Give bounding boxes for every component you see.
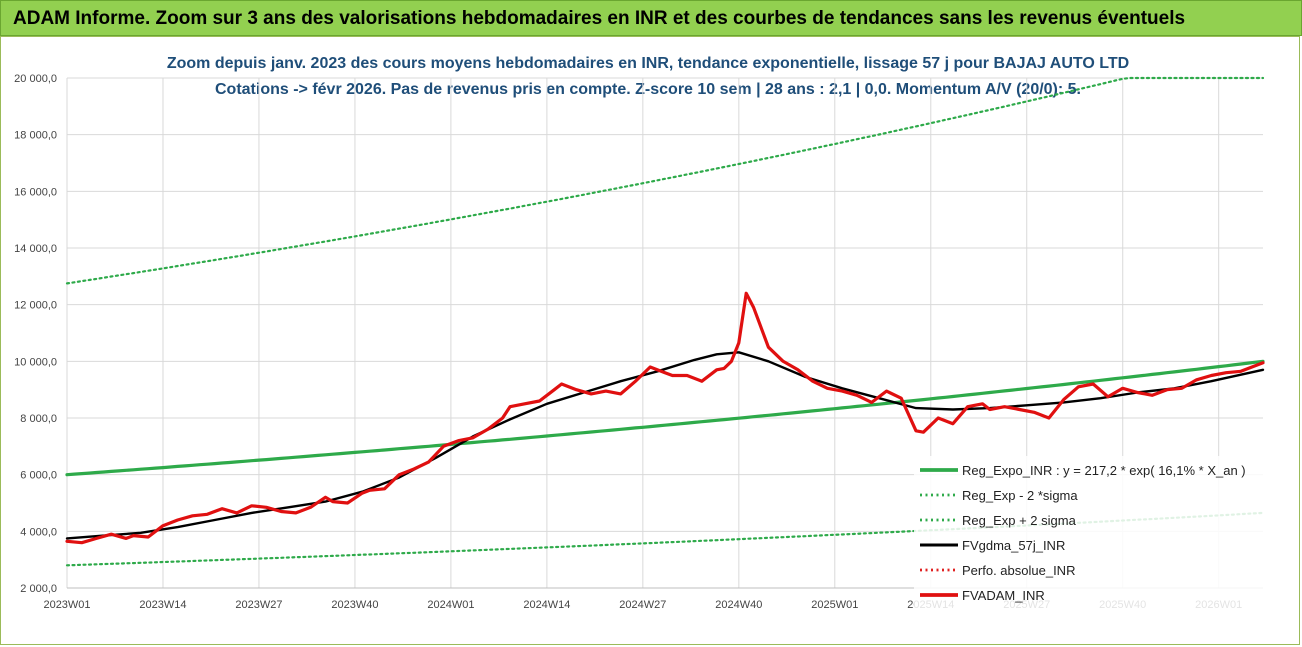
x-tick-label: 2023W27 (235, 599, 282, 611)
legend: Reg_Expo_INR : y = 217,2 * exp( 16,1% * … (914, 456, 1264, 610)
y-tick-label: 18 000,0 (14, 130, 57, 142)
x-tick-label: 2023W14 (139, 599, 186, 611)
series-line-5 (65, 291, 1265, 545)
x-tick-label: 2023W40 (331, 599, 378, 611)
y-tick-label: 20 000,0 (14, 73, 57, 85)
y-tick-label: 16 000,0 (14, 186, 57, 198)
y-tick-label: 14 000,0 (14, 243, 57, 255)
report-banner: ADAM Informe. Zoom sur 3 ans des valoris… (0, 0, 1302, 36)
y-tick-label: 12 000,0 (14, 300, 57, 312)
series-line-2 (65, 76, 1265, 285)
legend-label: Reg_Exp + 2 sigma (962, 513, 1077, 528)
x-tick-label: 2025W01 (811, 599, 858, 611)
banner-title: ADAM Informe. Zoom sur 3 ans des valoris… (13, 8, 1186, 29)
legend-label: Reg_Exp - 2 *sigma (962, 488, 1078, 503)
chart-subtitle: Cotations -> févr 2026. Pas de revenus p… (215, 81, 1081, 98)
y-tick-label: 4 000,0 (20, 526, 57, 538)
y-axis: 2 000,0 4 000,0 6 000,0 8 000,0 10 000,0 12 0… (14, 73, 57, 595)
x-tick-label: 2024W40 (715, 599, 762, 611)
legend-label: FVgdma_57j_INR (962, 538, 1065, 553)
chart-title: Zoom depuis janv. 2023 des cours moyens … (167, 55, 1129, 72)
series-line-0 (65, 359, 1265, 477)
series-line-3 (65, 351, 1265, 540)
legend-background (914, 456, 1264, 610)
x-tick-label: 2024W14 (523, 599, 570, 611)
x-tick-label: 2023W01 (43, 599, 90, 611)
x-tick-label: 2024W01 (427, 599, 474, 611)
x-tick-label: 2024W27 (619, 599, 666, 611)
y-tick-label: 6 000,0 (20, 470, 57, 482)
legend-label: Perfo. absolue_INR (962, 563, 1075, 578)
legend-label: FVADAM_INR (962, 588, 1045, 603)
line-chart: Zoom depuis janv. 2023 des cours moyens … (14, 55, 1265, 611)
y-tick-label: 10 000,0 (14, 356, 57, 368)
legend-label: Reg_Expo_INR : y = 217,2 * exp( 16,1% * … (962, 463, 1246, 478)
y-tick-label: 2 000,0 (20, 583, 57, 595)
y-tick-label: 8 000,0 (20, 413, 57, 425)
